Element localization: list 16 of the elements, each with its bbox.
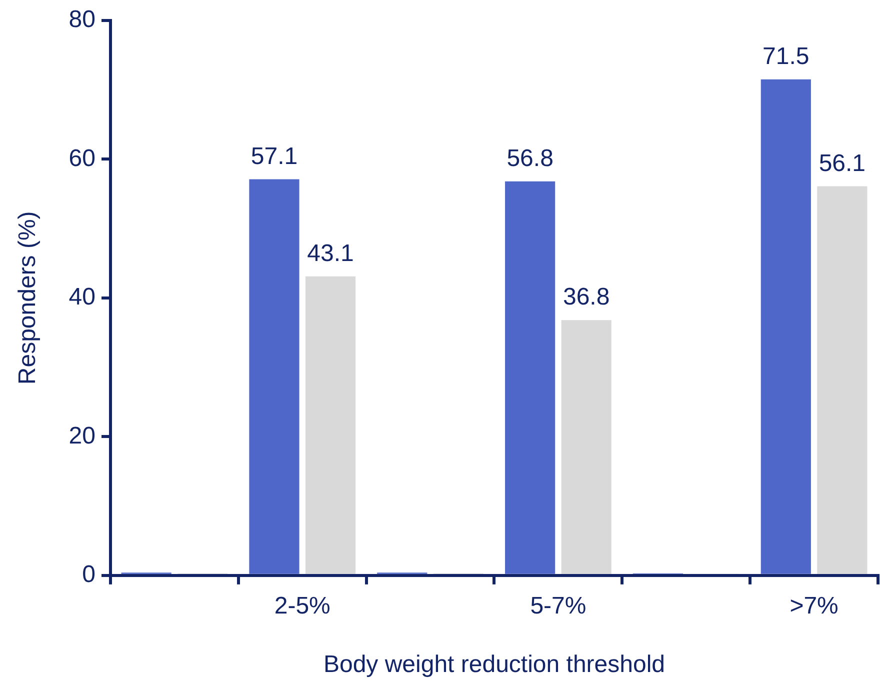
data-label: 56.1 bbox=[818, 150, 866, 177]
x-axis-title: Body weight reduction threshold bbox=[323, 651, 666, 678]
y-axis-title: Responders (%) bbox=[14, 211, 42, 385]
y-tick-label: 80 bbox=[68, 6, 96, 34]
data-label: 43.1 bbox=[307, 240, 354, 268]
x-tick-label: 2-5% bbox=[274, 592, 330, 620]
data-label: 36.8 bbox=[562, 284, 610, 311]
x-tick-label: 5-7% bbox=[530, 592, 586, 620]
y-tick-label: 20 bbox=[68, 422, 96, 450]
data-label: 71.5 bbox=[762, 42, 810, 70]
data-label: 57.1 bbox=[250, 142, 298, 170]
data-label: 56.8 bbox=[506, 144, 554, 172]
y-tick-label: 40 bbox=[68, 284, 96, 311]
x-tick-label: >7% bbox=[790, 592, 838, 620]
y-tick-label: 0 bbox=[82, 561, 96, 588]
y-tick-label: 60 bbox=[68, 144, 96, 172]
